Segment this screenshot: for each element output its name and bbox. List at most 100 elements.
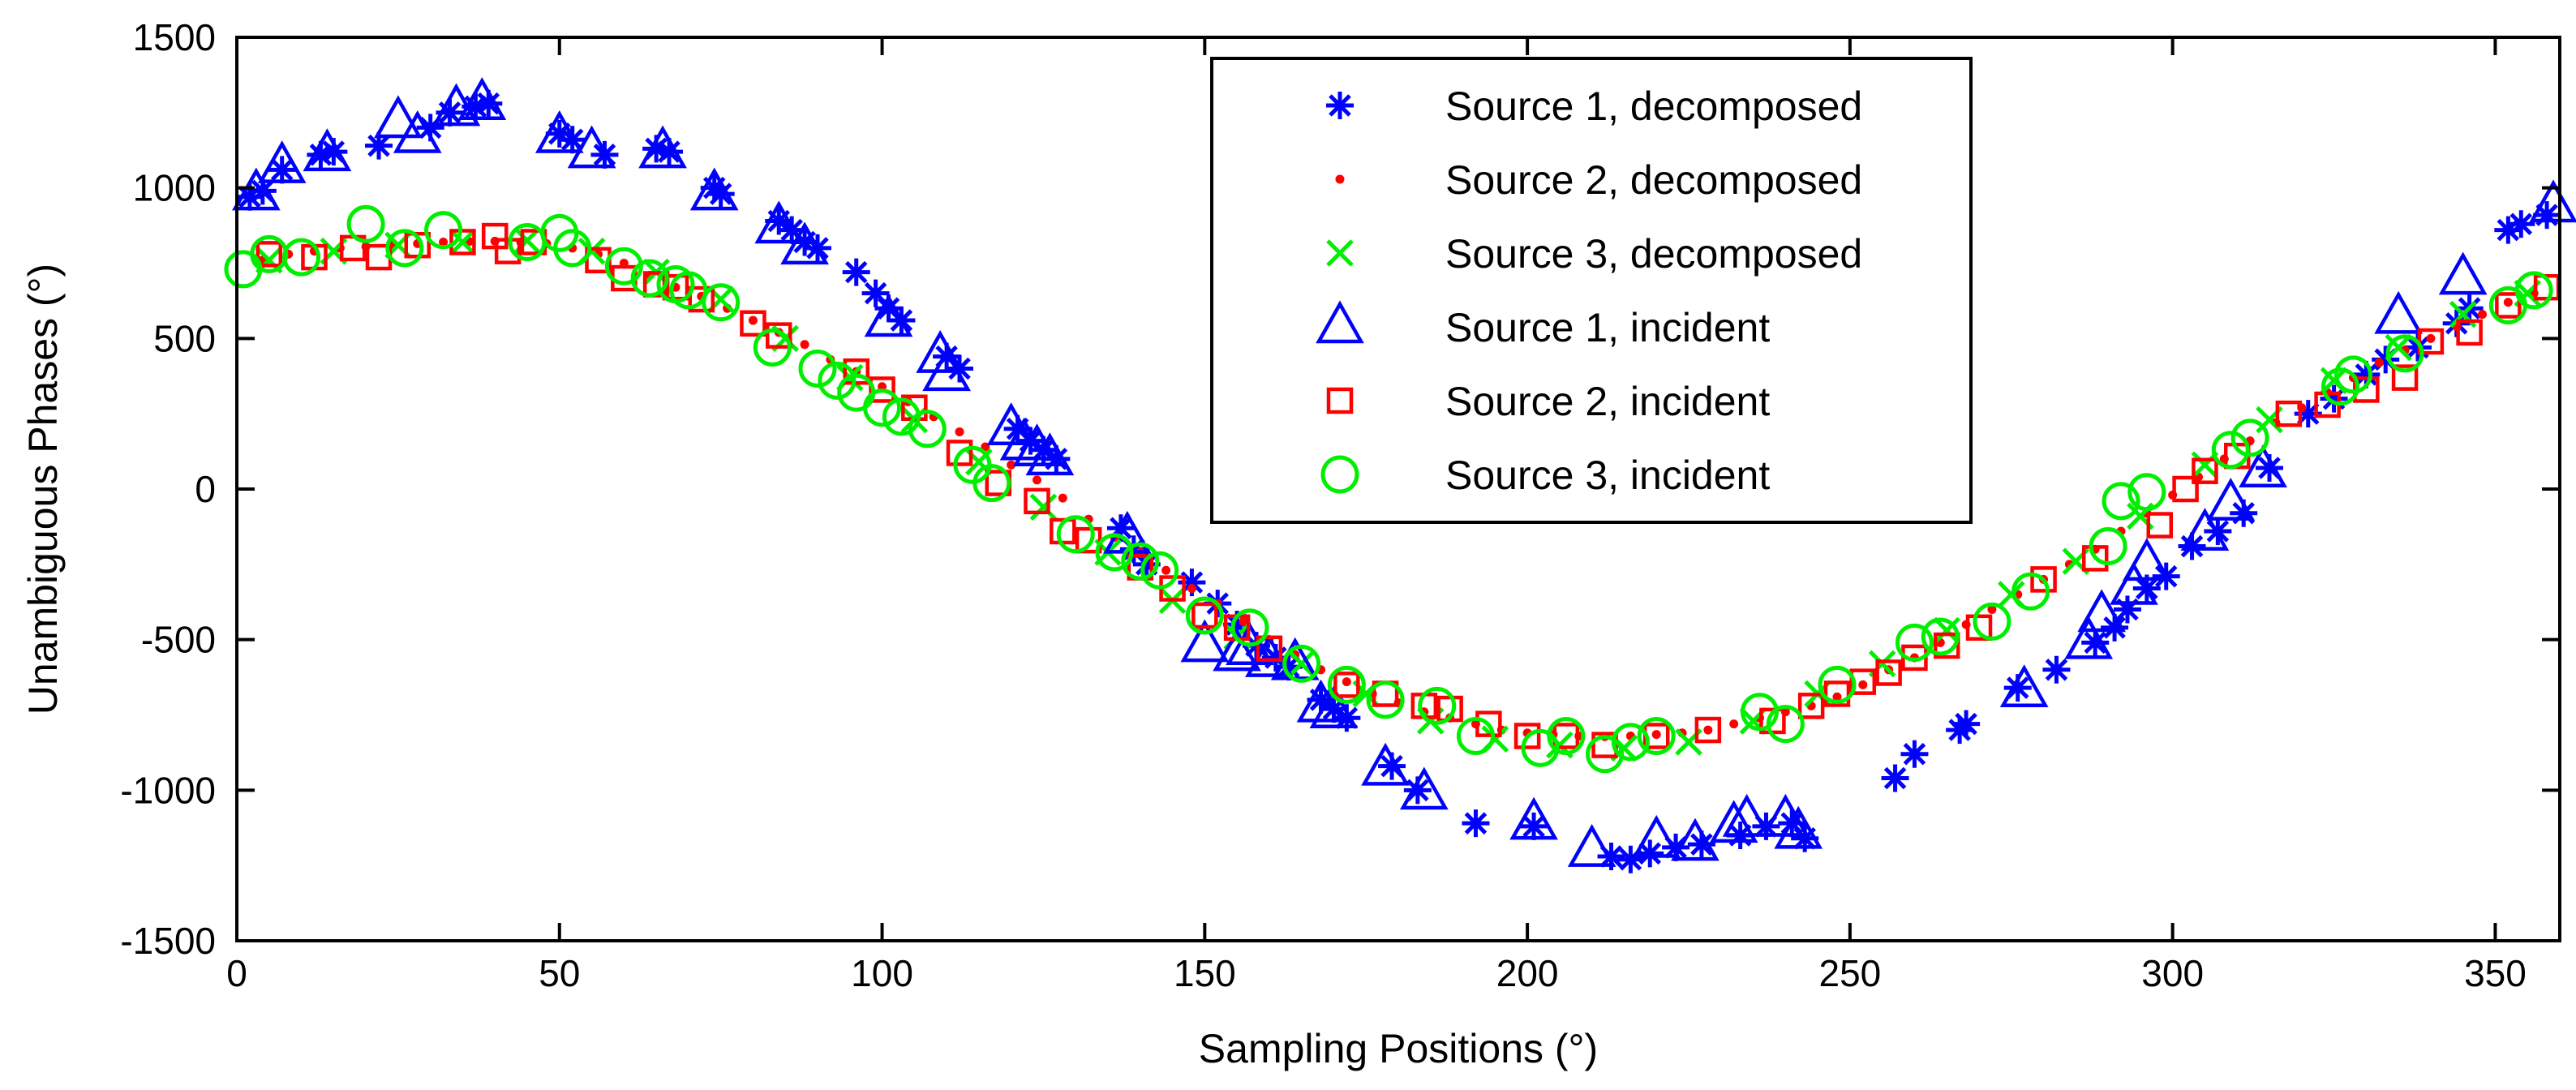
- data-point: [2426, 333, 2436, 343]
- y-tick-label: 1500: [133, 16, 216, 58]
- data-point: [1921, 617, 1960, 656]
- data-point: [553, 229, 592, 268]
- data-point: [1399, 766, 1449, 810]
- data-point: [2146, 512, 2174, 539]
- data-point: [1309, 685, 1359, 729]
- x-tick-label: 300: [2141, 952, 2204, 994]
- legend-entry: Source 2, decomposed: [1335, 157, 1862, 203]
- data-point: [1095, 533, 1134, 572]
- data-point: [2352, 360, 2381, 388]
- data-point: [1418, 686, 1457, 725]
- legend-label: Source 1, incident: [1445, 305, 1770, 350]
- x-tick-label: 0: [226, 952, 247, 994]
- data-point: [2113, 595, 2141, 624]
- data-point: [843, 358, 869, 385]
- data-point: [385, 229, 424, 268]
- x-tick-label: 150: [1174, 952, 1236, 994]
- legend-marker: [1335, 174, 1345, 184]
- series-6: [224, 204, 2553, 774]
- data-point: [416, 114, 444, 142]
- data-point: [393, 109, 442, 153]
- data-point: [2110, 561, 2158, 605]
- data-point: [1687, 830, 1715, 859]
- data-point: [2089, 527, 2127, 566]
- data-point: [863, 388, 902, 427]
- data-point: [1849, 668, 1877, 695]
- data-point: [2320, 384, 2348, 413]
- x-tick-label: 250: [1819, 952, 1882, 994]
- data-point: [1636, 839, 1664, 868]
- data-point: [1933, 616, 1960, 645]
- data-point: [1187, 584, 1196, 594]
- y-tick-label: 1000: [133, 167, 216, 209]
- data-point: [235, 182, 264, 211]
- data-point: [307, 140, 335, 169]
- data-point: [972, 464, 1011, 503]
- data-point: [2077, 589, 2127, 633]
- data-point: [2529, 179, 2576, 223]
- legend-marker: [1320, 455, 1359, 494]
- data-point: [1475, 710, 1502, 737]
- data-point: [1024, 487, 1050, 515]
- data-point: [449, 228, 477, 256]
- data-point: [1456, 716, 1495, 755]
- data-point: [1616, 845, 1645, 873]
- data-point: [1261, 643, 1290, 672]
- data-point: [2256, 454, 2283, 483]
- data-point: [753, 328, 792, 367]
- x-tick-label: 100: [851, 952, 913, 994]
- data-point: [1462, 809, 1490, 838]
- data-point: [2294, 400, 2322, 428]
- data-point: [638, 125, 687, 169]
- data-point: [655, 138, 684, 166]
- data-point: [282, 238, 321, 277]
- data-point: [1591, 732, 1618, 758]
- data-point: [791, 228, 819, 256]
- data-point: [1797, 693, 1825, 719]
- data-point: [1818, 665, 1857, 704]
- data-point: [1185, 596, 1224, 635]
- data-point: [232, 167, 281, 211]
- data-point: [1223, 611, 1252, 639]
- data-point: [474, 89, 503, 118]
- x-axis-title: Sampling Positions (°): [1199, 1026, 1598, 1071]
- data-point: [1973, 602, 2011, 641]
- data-point: [1307, 685, 1335, 714]
- data-point: [1287, 650, 1316, 678]
- data-point: [2478, 310, 2488, 320]
- data-point: [1327, 665, 1366, 704]
- data-point: [2495, 292, 2522, 319]
- data-point: [346, 204, 385, 243]
- data-point: [2230, 418, 2269, 457]
- legend-entry: Source 2, incident: [1326, 379, 1770, 424]
- data-point: [462, 92, 490, 121]
- data-point: [1694, 716, 1722, 744]
- data-point: [1025, 432, 1075, 476]
- data-point: [1671, 818, 1719, 861]
- x-tick-label: 50: [539, 952, 580, 994]
- data-point: [1366, 680, 1405, 719]
- data-point: [689, 167, 739, 211]
- data-point: [1032, 475, 1041, 485]
- data-point: [2081, 629, 2110, 657]
- legend-label: Source 3, incident: [1445, 453, 1770, 498]
- data-point: [1933, 632, 1960, 659]
- legend-entry: Source 3, incident: [1320, 453, 1770, 498]
- data-point: [1999, 664, 2049, 708]
- data-point: [766, 322, 792, 349]
- data-point: [2514, 271, 2553, 310]
- data-point: [1191, 602, 1218, 629]
- data-point: [1119, 535, 1148, 564]
- data-point: [748, 315, 758, 325]
- data-point: [1662, 833, 1690, 861]
- data-point: [1256, 635, 1283, 663]
- data-point: [1378, 752, 1406, 780]
- data-point: [2321, 367, 2360, 406]
- legend-label: Source 2, decomposed: [1445, 157, 1862, 203]
- data-point: [2011, 572, 2050, 611]
- data-point: [1361, 742, 1410, 786]
- y-tick-labels: 1500 1000 500 0 -500 -1000 -1500: [120, 16, 216, 962]
- data-point: [439, 238, 449, 247]
- data-point: [494, 238, 522, 264]
